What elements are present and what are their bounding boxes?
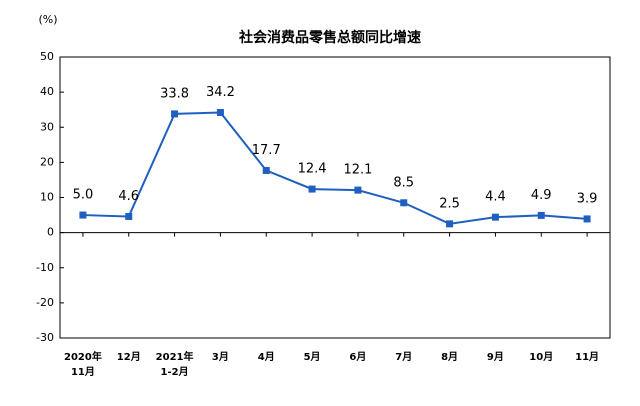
x-tick-label: 9月 xyxy=(486,352,504,363)
x-tick-label: 2020年 11月 xyxy=(63,352,102,378)
point-marker xyxy=(262,166,270,174)
series-line xyxy=(82,111,588,225)
x-tick-label: 5月 xyxy=(303,352,321,363)
x-tick-label: 3月 xyxy=(211,352,229,363)
point-marker xyxy=(216,108,224,116)
point-marker xyxy=(354,186,362,194)
x-tick-label: 7月 xyxy=(395,352,413,363)
point-marker xyxy=(308,185,316,193)
x-tick-label: 8月 xyxy=(441,352,459,363)
data-label: 12.1 xyxy=(343,163,372,178)
plot-frame xyxy=(59,56,611,339)
x-tick-label: 4月 xyxy=(257,352,275,363)
x-tick-label: 10月 xyxy=(529,352,554,363)
x-tick-label: 11月 xyxy=(575,352,600,363)
x-tick-label: 12月 xyxy=(116,352,141,363)
point-marker xyxy=(79,211,87,219)
chart-title: 社会消费品零售总额同比增速 xyxy=(238,29,421,46)
y-unit: (%) xyxy=(38,13,57,26)
data-label: 34.2 xyxy=(206,85,235,100)
y-tick-label: 40 xyxy=(40,85,54,98)
data-label: 33.8 xyxy=(160,86,189,101)
y-tick-label: 50 xyxy=(40,50,54,63)
x-tick-label: 2021年 1-2月 xyxy=(155,352,194,378)
data-label: 17.7 xyxy=(252,143,281,158)
y-tick-label: 0 xyxy=(47,226,54,239)
point-marker xyxy=(583,215,591,223)
y-tick-label: 30 xyxy=(40,120,54,133)
y-tick-label: 10 xyxy=(40,191,54,204)
y-tick-label: 20 xyxy=(40,155,54,168)
data-label: 4.6 xyxy=(118,189,139,204)
y-tick-label: -30 xyxy=(36,331,54,344)
point-marker xyxy=(400,199,408,207)
point-marker xyxy=(537,211,545,219)
data-label: 12.4 xyxy=(298,162,327,177)
point-marker xyxy=(171,110,179,118)
x-tick-label: 6月 xyxy=(349,352,367,363)
data-label: 4.4 xyxy=(485,190,506,205)
point-marker xyxy=(125,212,133,220)
y-tick-label: -10 xyxy=(36,261,54,274)
data-label: 4.9 xyxy=(531,188,552,203)
data-label: 2.5 xyxy=(439,196,460,211)
data-label: 8.5 xyxy=(393,175,414,190)
data-label: 5.0 xyxy=(73,188,94,203)
point-marker xyxy=(446,220,454,228)
y-tick-label: -20 xyxy=(36,296,54,309)
data-label: 3.9 xyxy=(577,191,598,206)
point-marker xyxy=(491,213,499,221)
